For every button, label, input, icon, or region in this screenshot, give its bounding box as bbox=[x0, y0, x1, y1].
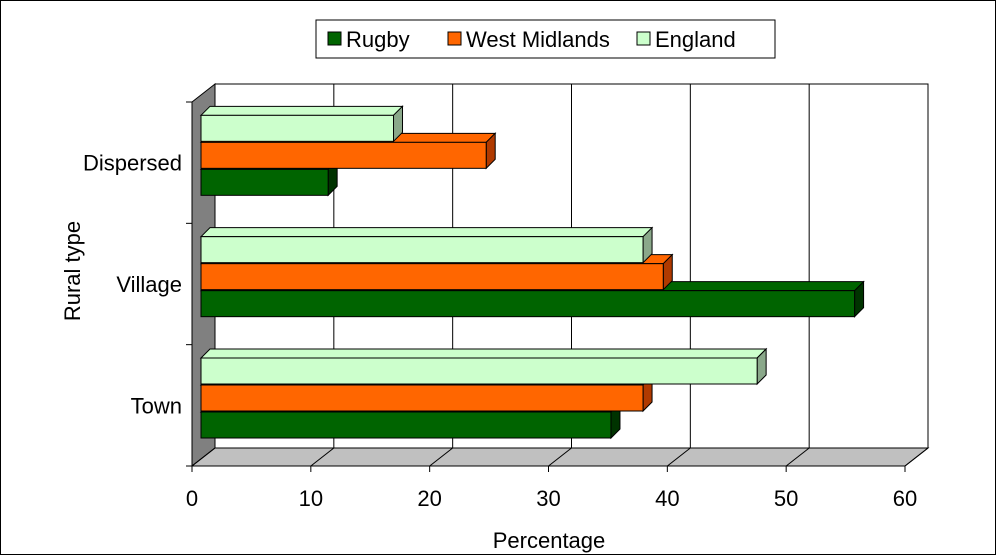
legend-box bbox=[315, 19, 776, 59]
x-tick-label: 50 bbox=[774, 486, 798, 511]
floor-gridline bbox=[785, 447, 810, 467]
bar-face bbox=[200, 411, 612, 439]
floor-gridline bbox=[429, 447, 453, 467]
x-tick-label: 40 bbox=[655, 486, 679, 511]
floor-gridline bbox=[667, 447, 691, 467]
x-axis-label: Percentage bbox=[493, 528, 606, 553]
bar-face bbox=[200, 357, 758, 385]
legend: Rugby West Midlands England bbox=[315, 19, 776, 59]
y-axis-label: Rural type bbox=[60, 221, 85, 321]
x-tick-label: 10 bbox=[299, 486, 323, 511]
bar-top bbox=[199, 227, 654, 238]
floor-gridline bbox=[548, 447, 572, 467]
bar-face bbox=[200, 384, 644, 412]
bar-face bbox=[200, 141, 487, 169]
legend-label: England bbox=[655, 27, 736, 52]
bar-face bbox=[200, 290, 856, 318]
axes: 0 10 20 30 40 50 60 Town Village Dispersed bbox=[83, 101, 917, 511]
floor-gridline bbox=[191, 447, 216, 467]
floor-gridline bbox=[904, 447, 929, 467]
bars bbox=[199, 105, 865, 440]
legend-swatch bbox=[636, 31, 651, 46]
bar-top bbox=[199, 105, 404, 116]
bar-face bbox=[200, 114, 395, 142]
x-tick-label: 0 bbox=[186, 486, 198, 511]
bar-top bbox=[199, 348, 768, 359]
legend-swatch bbox=[327, 31, 342, 46]
x-tick-label: 30 bbox=[536, 486, 560, 511]
legend-label: West Midlands bbox=[466, 27, 610, 52]
x-tick-label: 60 bbox=[893, 486, 917, 511]
legend-swatch bbox=[447, 31, 462, 46]
bar-face bbox=[200, 168, 329, 196]
floor-gridline bbox=[310, 447, 335, 467]
category-label: Village bbox=[116, 272, 182, 297]
category-label: Dispersed bbox=[83, 151, 182, 176]
bar-england bbox=[199, 226, 654, 264]
bar-england bbox=[199, 347, 768, 386]
category-label: Town bbox=[131, 393, 182, 418]
bar-face bbox=[200, 236, 644, 264]
x-tick-label: 20 bbox=[417, 486, 441, 511]
bar-face bbox=[200, 263, 664, 291]
legend-label: Rugby bbox=[346, 27, 410, 52]
bar-england bbox=[199, 105, 404, 143]
